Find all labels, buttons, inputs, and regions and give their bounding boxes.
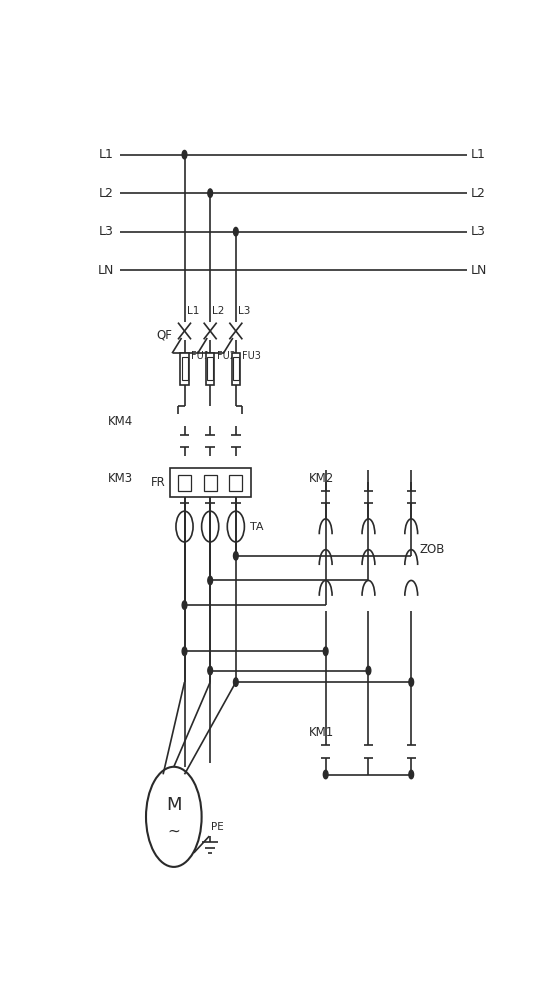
Circle shape	[323, 647, 328, 656]
Text: KM1: KM1	[309, 726, 334, 739]
Circle shape	[366, 666, 371, 675]
Text: L3: L3	[99, 225, 114, 238]
Text: QF: QF	[157, 328, 173, 341]
Text: KM3: KM3	[108, 472, 132, 485]
Bar	[204, 475, 216, 491]
Bar	[180, 353, 189, 385]
Text: TA: TA	[250, 522, 263, 532]
Text: KM2: KM2	[309, 472, 334, 485]
Text: FU1: FU1	[191, 351, 210, 361]
Circle shape	[208, 189, 213, 197]
Bar	[207, 357, 213, 380]
Bar	[178, 475, 191, 491]
Circle shape	[409, 678, 413, 686]
Circle shape	[233, 552, 238, 560]
Bar	[232, 353, 240, 385]
Text: KM4: KM4	[108, 415, 132, 428]
Bar	[169, 468, 251, 497]
Circle shape	[208, 576, 213, 585]
Circle shape	[182, 150, 187, 159]
Text: FU2: FU2	[216, 351, 236, 361]
Text: FU3: FU3	[242, 351, 261, 361]
Circle shape	[233, 678, 238, 686]
Text: L2: L2	[471, 187, 486, 200]
Circle shape	[182, 647, 187, 656]
Text: PE: PE	[211, 822, 224, 832]
Text: M: M	[166, 796, 182, 814]
Text: LN: LN	[98, 264, 114, 277]
Text: L2: L2	[213, 306, 225, 316]
Text: L3: L3	[238, 306, 251, 316]
Text: L2: L2	[99, 187, 114, 200]
Bar	[230, 475, 242, 491]
Text: ZOB: ZOB	[420, 543, 445, 556]
Text: ~: ~	[167, 823, 180, 838]
Bar	[233, 357, 239, 380]
Text: L1: L1	[187, 306, 199, 316]
Text: L3: L3	[471, 225, 486, 238]
Circle shape	[233, 227, 238, 236]
Text: L1: L1	[471, 148, 486, 161]
Text: L1: L1	[99, 148, 114, 161]
Circle shape	[182, 601, 187, 609]
Bar	[206, 353, 215, 385]
Circle shape	[323, 770, 328, 779]
Text: FR: FR	[151, 476, 165, 489]
Bar	[182, 357, 188, 380]
Circle shape	[409, 770, 413, 779]
Circle shape	[208, 666, 213, 675]
Text: LN: LN	[471, 264, 487, 277]
